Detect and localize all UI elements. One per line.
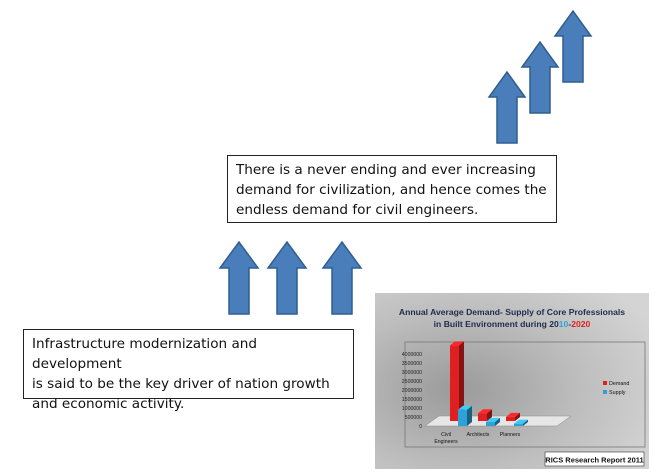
y-tick-label: 3500000: [402, 361, 422, 367]
chart-plot-frame: [404, 341, 646, 448]
supply-bar-side: [495, 417, 500, 426]
supply-bar-top: [458, 405, 472, 410]
up-arrow-icon: [520, 40, 560, 114]
supply-bar-top: [514, 419, 528, 424]
y-tick-label: 2000000: [402, 388, 422, 394]
legend-swatch: [603, 390, 607, 394]
legend-label: Demand: [609, 381, 629, 387]
up-arrow-icon: [218, 240, 260, 315]
demand-bar-side: [515, 412, 520, 421]
legend-label: Supply: [609, 390, 626, 396]
demand-bar: [506, 416, 515, 421]
statement-line: is said to be the key driver of nation g…: [32, 376, 330, 392]
supply-bar-top: [486, 417, 500, 422]
demand-bar: [478, 413, 487, 421]
title-part-highlight: 10: [559, 319, 569, 329]
supply-bar: [458, 409, 467, 426]
category-label: Engineers: [434, 439, 458, 445]
title-part-highlight: 2020: [571, 319, 590, 329]
demand-bar-top: [478, 409, 492, 414]
demand-bar-top: [450, 341, 464, 346]
statement-line: demand for civilization, and hence comes…: [236, 182, 547, 198]
supply-bar-side: [467, 405, 472, 426]
statement-line: Infrastructure modernization and develop…: [32, 336, 258, 372]
chart-title-line-2: in Built Environment during 2010-2020: [434, 319, 591, 329]
category-label: Architects: [467, 432, 490, 438]
demand-bar-top: [506, 412, 520, 417]
demand-bar: [450, 345, 459, 421]
title-part: in Built Environment during 20: [434, 319, 559, 329]
title-part: -: [568, 319, 571, 329]
statement-line: There is a never ending and ever increas…: [236, 162, 536, 178]
infrastructure-statement: Infrastructure modernization and develop…: [23, 329, 354, 412]
y-tick-label: 2500000: [402, 379, 422, 385]
source-label: RICS Research Report 2011: [545, 456, 643, 465]
y-tick-label: 1000000: [402, 406, 422, 412]
supply-bar-side: [523, 419, 528, 426]
legend-swatch: [603, 381, 607, 385]
y-tick-label: 1500000: [402, 397, 422, 403]
statement-line: and economic activity.: [32, 396, 185, 412]
civil-demand-statement: There is a never ending and ever increas…: [227, 155, 557, 223]
category-label: Planners: [500, 432, 521, 438]
demand-bar-side: [487, 409, 492, 421]
up-arrow-icon: [553, 9, 593, 83]
up-arrow-icon: [266, 240, 308, 315]
statement-line: endless demand for civil engineers.: [236, 202, 479, 218]
y-tick-label: 0: [419, 424, 422, 430]
supply-bar: [486, 421, 495, 426]
demand-supply-chart: Annual Average Demand- Supply of Core Pr…: [375, 293, 649, 469]
chart-title-line-1: Annual Average Demand- Supply of Core Pr…: [399, 307, 625, 317]
y-tick-label: 4000000: [402, 352, 422, 358]
source-label-box: [544, 451, 645, 467]
demand-bar-side: [459, 341, 464, 421]
category-label: Civil: [441, 432, 451, 438]
y-tick-label: 500000: [405, 415, 422, 421]
up-arrow-icon: [321, 240, 363, 315]
supply-bar: [514, 423, 523, 426]
y-tick-label: 3000000: [402, 370, 422, 376]
up-arrow-icon: [487, 70, 527, 144]
